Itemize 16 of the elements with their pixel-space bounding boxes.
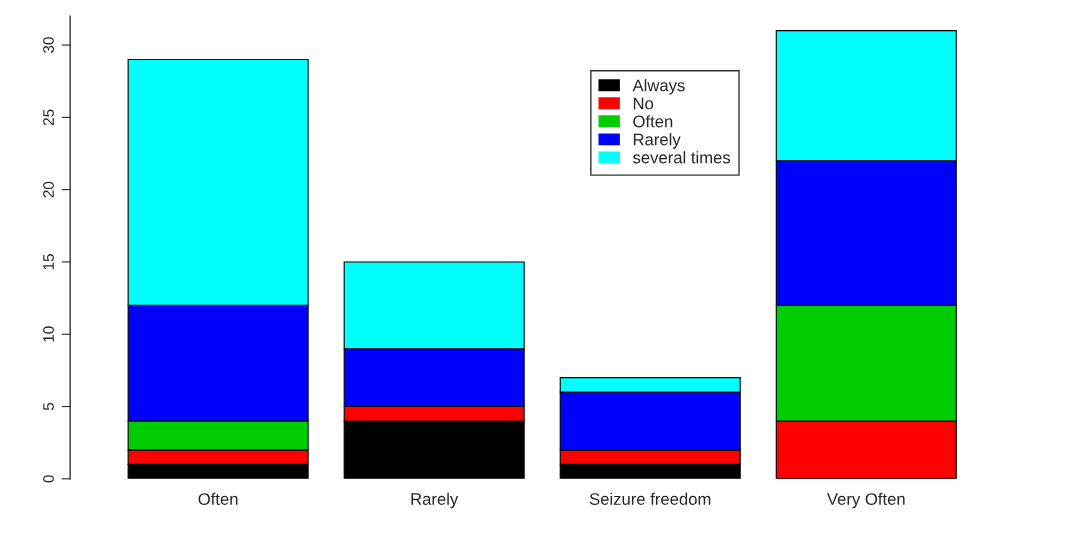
y-tick-label: 20	[43, 181, 54, 198]
y-tick-label: 5	[43, 402, 54, 411]
legend-label: Always	[632, 79, 685, 95]
legend-label: No	[633, 97, 654, 110]
x-tick-label: Seizure freedom	[589, 492, 711, 505]
y-tick-label: 30	[43, 37, 54, 53]
legend-label: Often	[633, 115, 673, 128]
x-tick-label: Very Often	[826, 492, 905, 509]
legend-label: Rarely	[633, 133, 681, 149]
y-tick-label: 10	[43, 326, 54, 342]
x-tick-label: Often	[198, 492, 238, 505]
legend-label: several times	[632, 151, 731, 164]
x-tick-label: Rarely	[411, 492, 459, 509]
y-tick-label: 25	[43, 109, 54, 126]
y-tick-label: 0	[43, 475, 54, 483]
y-tick-label: 15	[43, 254, 54, 270]
